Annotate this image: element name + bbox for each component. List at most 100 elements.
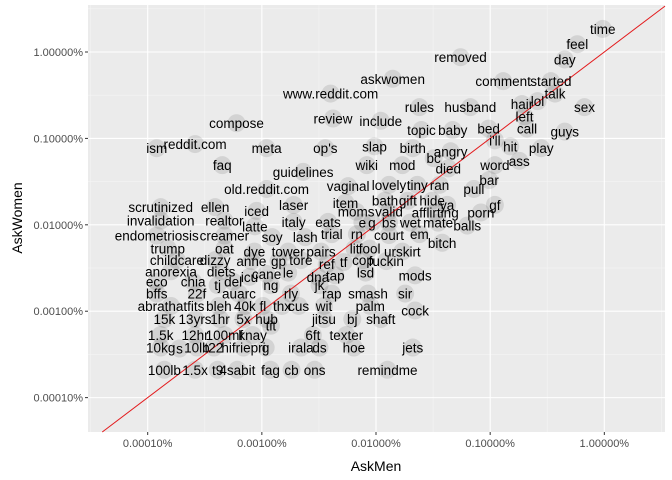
word-label: lsd (357, 266, 374, 281)
data-point (380, 175, 399, 194)
reference-line (101, 5, 666, 433)
word-label: 12hr (182, 328, 210, 343)
word-label: review (313, 111, 352, 126)
data-point (461, 98, 480, 117)
data-point (323, 109, 342, 128)
data-point (401, 213, 420, 232)
word-label: word (479, 158, 509, 173)
data-point (245, 242, 264, 261)
data-point (206, 251, 225, 270)
word-label: ass (509, 154, 530, 169)
data-point (256, 338, 275, 357)
data-point (371, 111, 390, 130)
data-point (380, 226, 399, 245)
data-point (284, 195, 303, 214)
data-point (272, 296, 291, 315)
word-label: dna (307, 270, 330, 285)
data-point (245, 217, 264, 236)
data-point (147, 284, 166, 303)
word-label: ism (146, 141, 167, 156)
data-point (213, 156, 232, 175)
data-point (479, 119, 498, 138)
data-point (257, 179, 276, 198)
word-label: t22 (204, 341, 223, 356)
word-label: s (176, 342, 183, 357)
word-label: ran (430, 178, 450, 193)
word-label: 10lb (184, 341, 210, 356)
word-label: palm (356, 299, 385, 314)
data-point (438, 195, 457, 214)
word-label: urskirt (384, 245, 421, 260)
word-label: diets (207, 264, 236, 279)
data-point (187, 338, 206, 357)
word-label: court (374, 228, 404, 243)
data-point (167, 251, 186, 270)
word-label: tit (266, 319, 277, 334)
word-label: g (368, 216, 376, 231)
data-point (261, 276, 280, 295)
data-point (344, 338, 363, 357)
data-point (555, 50, 574, 69)
word-label: feel (566, 37, 588, 52)
word-label: iced (244, 204, 269, 219)
word-label: cop (352, 253, 374, 268)
word-label: pull (463, 182, 484, 197)
word-label: em (410, 227, 429, 242)
data-point (501, 137, 520, 156)
data-point (269, 252, 288, 271)
data-point (356, 263, 375, 282)
word-label: auarc (222, 287, 256, 302)
data-point (334, 253, 353, 272)
word-label: soy (262, 230, 283, 245)
data-point (393, 242, 412, 261)
word-label: rn (351, 227, 363, 242)
data-point (281, 284, 300, 303)
word-label: talk (545, 87, 566, 102)
word-label: old.reddit.com (224, 182, 309, 197)
data-point (314, 296, 333, 315)
word-label: bath (372, 194, 398, 209)
word-label: dizzy (200, 253, 231, 268)
word-label: wet (399, 216, 421, 231)
word-label: comment (475, 74, 531, 89)
data-point (337, 326, 356, 345)
data-point (480, 171, 499, 190)
data-point (310, 276, 329, 295)
data-point (362, 213, 381, 232)
data-point (360, 239, 379, 258)
y-axis: 0.00010% 0.00100% 0.01000% 0.10000% 1.00000% (33, 47, 88, 405)
word-label: trial (321, 227, 343, 242)
x-tick-label: 0.00010% (123, 438, 173, 450)
word-label: ons (304, 363, 326, 378)
word-label: jets (401, 341, 423, 356)
word-label: shaft (366, 312, 396, 327)
word-label: tap (326, 268, 345, 283)
word-label: vaginal (327, 179, 370, 194)
data-point (161, 296, 180, 315)
data-point (158, 239, 177, 258)
data-point (253, 296, 272, 315)
data-point (515, 107, 534, 126)
word-label: guys (550, 125, 579, 140)
word-label: i'll (489, 133, 501, 148)
word-label: baby (438, 123, 468, 138)
data-point (510, 151, 529, 170)
word-label: anorexia (145, 264, 197, 279)
word-label: died (436, 161, 462, 176)
data-point (403, 338, 422, 357)
word-label: 13yrs (179, 312, 212, 327)
x-tick-label: 1.00000% (580, 438, 630, 450)
data-point (184, 272, 203, 291)
word-label: porn (467, 205, 494, 220)
data-point (424, 149, 443, 168)
word-label: fag (261, 363, 280, 378)
data-point (408, 175, 427, 194)
data-point (546, 84, 565, 103)
data-point (403, 139, 422, 158)
data-point (261, 360, 280, 379)
word-label: e (359, 216, 367, 231)
word-label: item (333, 196, 359, 211)
data-point (423, 191, 442, 210)
data-point (532, 139, 551, 158)
data-point (317, 255, 336, 274)
